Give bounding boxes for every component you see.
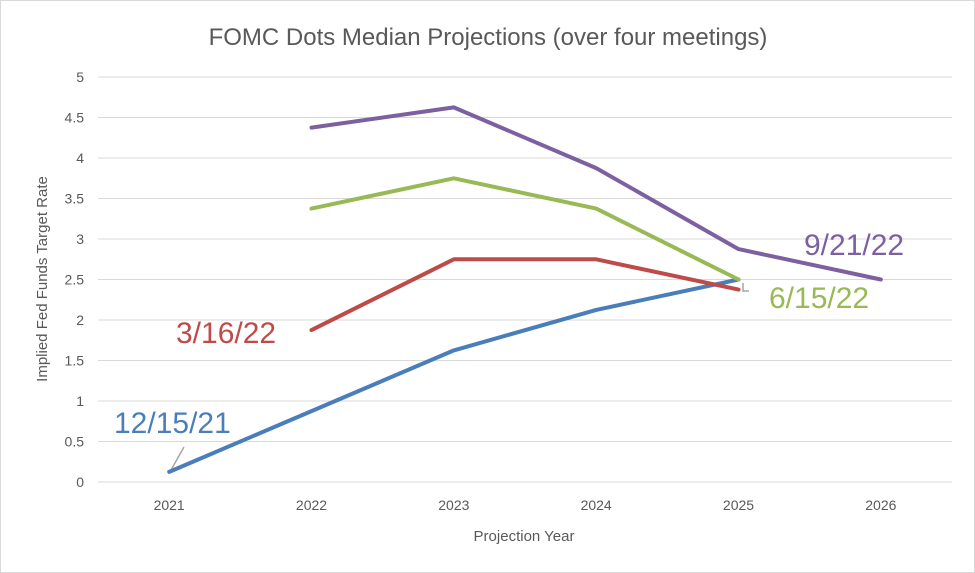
- series-label: 3/16/22: [176, 317, 276, 350]
- y-axis-label: Implied Fed Funds Target Rate: [34, 176, 51, 382]
- y-tick-label: 1.5: [65, 353, 85, 369]
- y-tick-label: 3.5: [65, 191, 85, 207]
- series-line: [167, 277, 741, 474]
- chart-title: FOMC Dots Median Projections (over four …: [209, 24, 768, 51]
- series-line: [309, 105, 883, 282]
- leader-line: [742, 283, 749, 292]
- y-tick-label: 1: [76, 393, 84, 409]
- y-axis-ticks: 0 0.5 1 1.5 2 2.5 3 3.5 4 4.5 5: [65, 69, 85, 490]
- x-tick-label: 2025: [723, 497, 754, 513]
- x-tick-label: 2024: [581, 497, 612, 513]
- series-lines: [167, 105, 883, 474]
- x-axis-ticks: 2021 2022 2023 2024 2025 2026: [154, 497, 897, 513]
- series-label: 9/21/22: [804, 229, 904, 262]
- series-labels: 12/15/21 3/16/22 6/15/22 9/21/22: [114, 229, 904, 440]
- series-line: [309, 176, 741, 282]
- y-tick-label: 2.5: [65, 272, 85, 288]
- series-line: [309, 257, 741, 333]
- y-tick-label: 4.5: [65, 110, 85, 126]
- x-tick-label: 2021: [154, 497, 185, 513]
- label-leader-lines: [170, 283, 749, 471]
- x-tick-label: 2023: [438, 497, 469, 513]
- leader-line: [170, 446, 185, 471]
- y-tick-label: 2: [76, 312, 84, 328]
- series-label: 6/15/22: [769, 282, 869, 315]
- y-tick-label: 3: [76, 231, 84, 247]
- series-label: 12/15/21: [114, 407, 231, 440]
- y-tick-label: 4: [76, 150, 84, 166]
- x-axis-label: Projection Year: [474, 528, 575, 545]
- x-tick-label: 2022: [296, 497, 327, 513]
- y-tick-label: 0.5: [65, 434, 85, 450]
- x-tick-label: 2026: [865, 497, 896, 513]
- y-tick-label: 5: [76, 69, 84, 85]
- y-tick-label: 0: [76, 474, 84, 490]
